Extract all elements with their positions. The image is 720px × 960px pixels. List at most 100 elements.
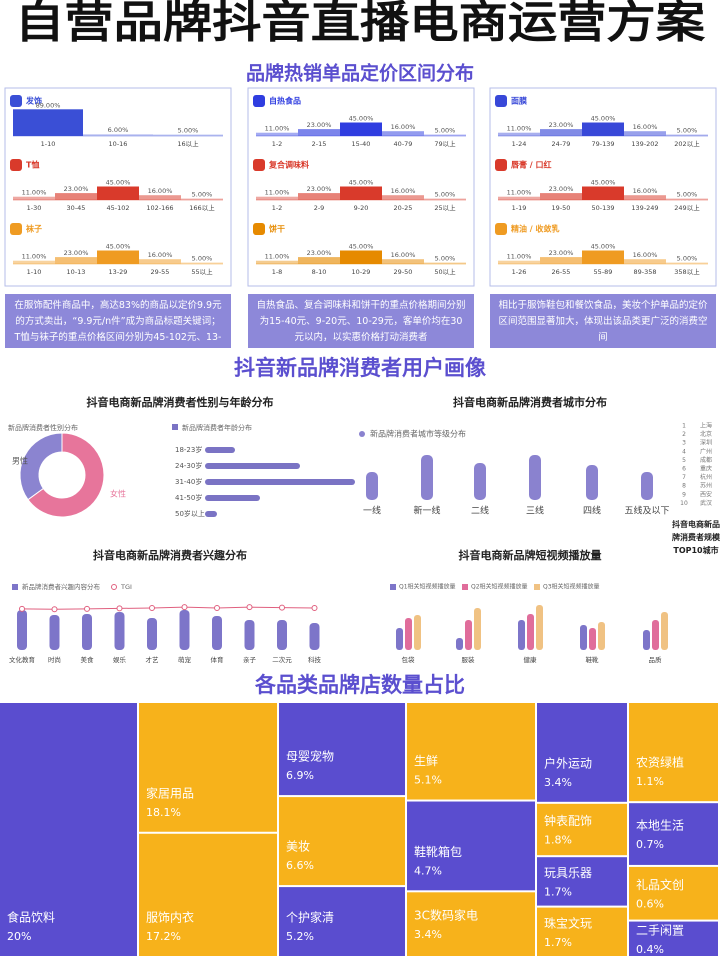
cell-name: 家居用品 — [146, 785, 194, 800]
bar — [536, 605, 543, 650]
bar — [661, 612, 668, 650]
treemap-cell — [537, 857, 627, 906]
legend-label: TGI — [120, 583, 132, 591]
bar — [382, 131, 424, 136]
cell-value: 4.7% — [414, 864, 442, 877]
chart-title: 抖音电商新品牌短视频播放量 — [459, 548, 602, 562]
cell-name: 玩具乐器 — [544, 866, 592, 880]
x-tick-label: 15-40 — [352, 140, 371, 148]
description: 相比于服饰鞋包和餐饮食品，美妆个护单品的定价区间范围显著加大，体现出该品类更广泛… — [490, 294, 716, 348]
bar — [55, 257, 97, 264]
line-point — [116, 605, 123, 612]
x-tick-label: 服装 — [462, 655, 476, 664]
panel-frame — [489, 87, 717, 287]
category-icon — [10, 95, 22, 107]
chart-name: 唇膏 / 口红 — [511, 160, 552, 170]
value-label: 5.00% — [677, 255, 698, 263]
x-tick-label: 40-79 — [394, 140, 413, 148]
category-icon — [10, 223, 22, 235]
x-tick-label: 三线 — [526, 505, 544, 517]
chart-name: 复合调味料 — [268, 160, 309, 170]
y-tick-label: 18-23岁 — [175, 445, 202, 454]
line — [21, 606, 315, 610]
bar — [309, 623, 320, 650]
bar — [666, 262, 708, 264]
x-tick-label: 1-24 — [512, 140, 527, 148]
bar — [456, 638, 463, 650]
x-tick-label: 包袋 — [402, 655, 416, 664]
value-label: 11.00% — [507, 189, 532, 197]
x-tick-label: 249以上 — [674, 203, 700, 212]
line-point — [149, 605, 155, 611]
cell-name: 户外运动 — [544, 755, 592, 770]
bar — [205, 511, 217, 517]
value-label: 16.00% — [148, 251, 173, 259]
value-label: 45.00% — [349, 115, 374, 123]
section-title: 品牌热销单品定价区间分布 — [246, 62, 474, 85]
legend-label: Q1相关短视频播放量 — [399, 583, 456, 591]
cell-name: 生鲜 — [414, 754, 438, 768]
x-tick-label: 1-2 — [272, 204, 283, 212]
bar — [179, 610, 190, 650]
bar — [256, 260, 298, 264]
x-tick-label: 二次元 — [272, 655, 292, 664]
value-label: 16.00% — [391, 123, 416, 131]
bar — [474, 463, 486, 500]
x-tick-label: 358以上 — [674, 267, 700, 276]
bar — [139, 195, 181, 200]
cell-value: 5.2% — [286, 930, 314, 943]
x-tick-label: 娱乐 — [113, 655, 127, 664]
x-tick-label: 79以上 — [434, 139, 456, 148]
legend-label: 新品牌消费者性别分布 — [8, 423, 78, 432]
chart-title: 抖音电商新品牌消费者兴趣分布 — [93, 548, 247, 562]
bar — [424, 134, 466, 136]
value-label: 23.00% — [549, 185, 574, 193]
bar — [97, 186, 139, 200]
bar — [498, 260, 540, 264]
x-tick-label: 萌宠 — [178, 655, 192, 664]
line-point — [311, 605, 318, 611]
bar — [244, 620, 255, 650]
category-icon — [10, 159, 22, 171]
cell-name: 鞋靴箱包 — [414, 844, 462, 859]
x-tick-label: 29-50 — [394, 268, 413, 276]
bar — [256, 196, 298, 200]
bar — [147, 618, 157, 650]
bar — [424, 262, 466, 264]
value-label: 89.00% — [36, 101, 61, 109]
bar — [382, 259, 424, 264]
rank: 1 — [682, 423, 686, 430]
value-label: 5.00% — [178, 127, 199, 135]
x-tick-label: 五线及以下 — [624, 505, 669, 517]
bar — [666, 134, 708, 136]
line-point — [181, 604, 188, 611]
bar — [652, 620, 659, 650]
value-label: 11.00% — [22, 189, 47, 197]
bar — [518, 620, 525, 650]
treemap-cell — [407, 892, 535, 956]
x-tick-label: 13-29 — [109, 268, 128, 276]
bar — [624, 131, 666, 136]
bar — [421, 455, 433, 500]
treemap-cell — [279, 887, 405, 956]
bar — [181, 198, 223, 200]
bar — [540, 129, 582, 136]
value-label: 23.00% — [307, 249, 332, 257]
treemap-cell — [279, 703, 405, 796]
value-label: 23.00% — [64, 249, 89, 257]
x-tick-label: 19-50 — [552, 204, 571, 212]
x-tick-label: 55以上 — [191, 267, 213, 276]
chart-name: 发饰 — [25, 96, 42, 106]
treemap-cell — [629, 703, 718, 802]
rank: 7 — [682, 474, 686, 481]
cell-name: 本地生活 — [636, 819, 684, 833]
value-label: 5.00% — [192, 191, 213, 199]
treemap-cell — [407, 703, 535, 800]
cell-value: 1.1% — [636, 775, 664, 788]
cell-name: 珠宝文玩 — [544, 915, 592, 930]
x-tick-label: 10-13 — [67, 268, 86, 276]
value-label: 5.00% — [435, 127, 456, 135]
slice-label: 女性 — [110, 489, 126, 499]
cell-value: 17.2% — [146, 930, 181, 943]
category-icon — [495, 223, 507, 235]
